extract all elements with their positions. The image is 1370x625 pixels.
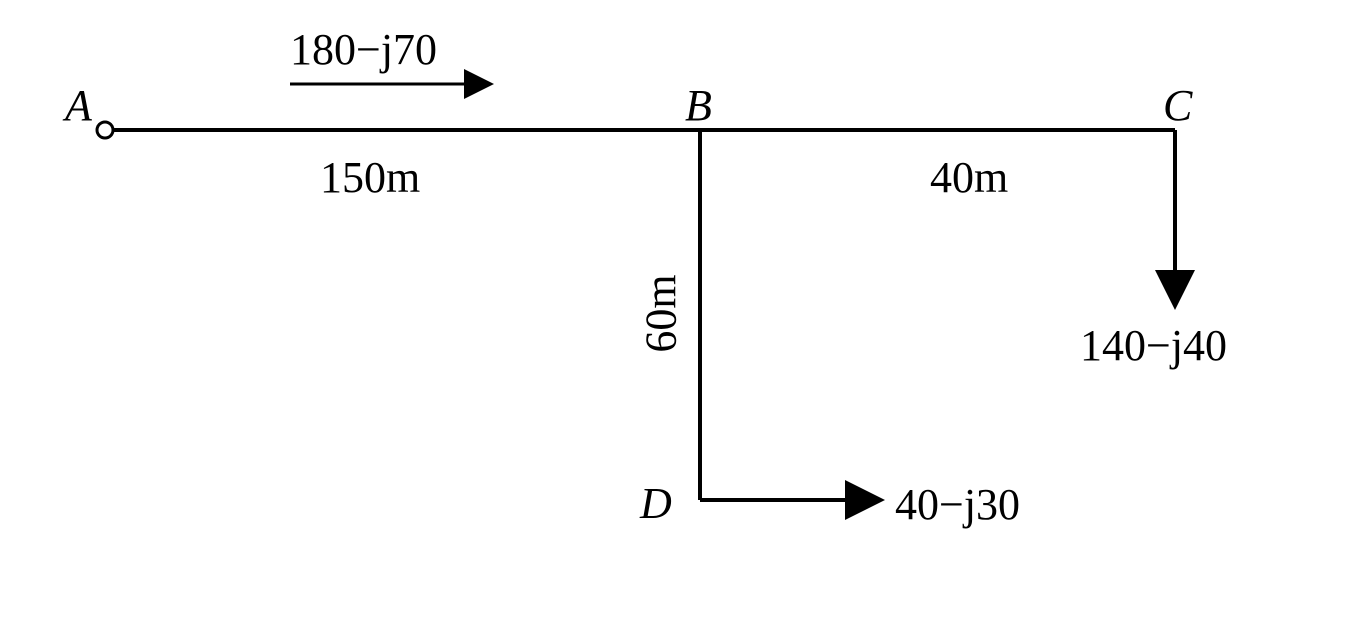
electrical-network-diagram: A B C D 180−j70 150m 40m 60m 140−j40 40−…: [0, 0, 1370, 625]
flow-label-AB: 180−j70: [290, 24, 437, 75]
node-A-terminal: [97, 122, 113, 138]
distance-AB: 150m: [320, 152, 420, 203]
distance-BC: 40m: [930, 152, 1008, 203]
node-label-B: B: [685, 80, 712, 131]
node-label-A: A: [65, 80, 92, 131]
load-label-C: 140−j40: [1080, 320, 1227, 371]
node-label-D: D: [640, 478, 672, 529]
distance-BD: 60m: [636, 274, 687, 352]
load-label-D: 40−j30: [895, 479, 1020, 530]
node-label-C: C: [1163, 80, 1192, 131]
